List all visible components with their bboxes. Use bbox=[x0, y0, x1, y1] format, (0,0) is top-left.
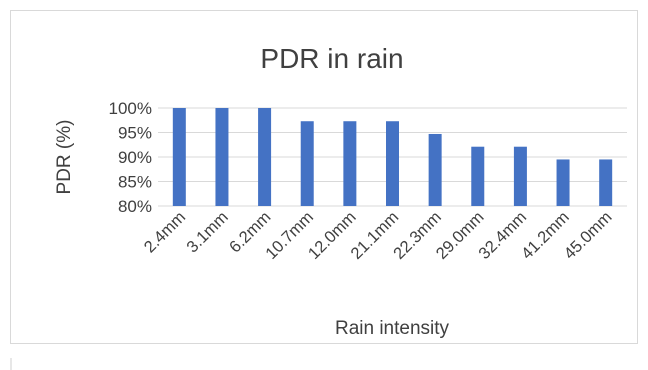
bar bbox=[300, 121, 314, 206]
bar bbox=[513, 146, 527, 206]
x-tick-label: 45.0mm bbox=[561, 208, 616, 263]
bar bbox=[386, 121, 399, 206]
x-tick-label: 3.1mm bbox=[183, 208, 231, 256]
bar bbox=[343, 121, 357, 206]
bar bbox=[258, 108, 272, 206]
y-tick-label: 80% bbox=[118, 197, 152, 216]
bar bbox=[471, 146, 485, 206]
bar bbox=[215, 108, 229, 206]
bar bbox=[599, 159, 613, 206]
y-axis-title: PDR (%) bbox=[54, 120, 75, 195]
bar bbox=[172, 108, 186, 206]
y-axis-ticks: 80% 85% 90% 95% 100% bbox=[109, 99, 152, 216]
bar bbox=[556, 159, 570, 206]
bar bbox=[428, 133, 442, 206]
chart-title: PDR in rain bbox=[260, 43, 403, 74]
x-axis-ticks: 2.4mm3.1mm6.2mm10.7mm12.0mm21.1mm22.3mm2… bbox=[141, 208, 616, 263]
y-tick-label: 100% bbox=[109, 99, 152, 118]
frame-edge bbox=[10, 358, 12, 370]
y-tick-label: 85% bbox=[118, 173, 152, 192]
chart-frame bbox=[10, 10, 638, 344]
y-tick-label: 90% bbox=[118, 148, 152, 167]
x-axis-title: Rain intensity bbox=[335, 318, 450, 339]
y-tick-label: 95% bbox=[118, 124, 152, 143]
bars bbox=[172, 108, 613, 206]
